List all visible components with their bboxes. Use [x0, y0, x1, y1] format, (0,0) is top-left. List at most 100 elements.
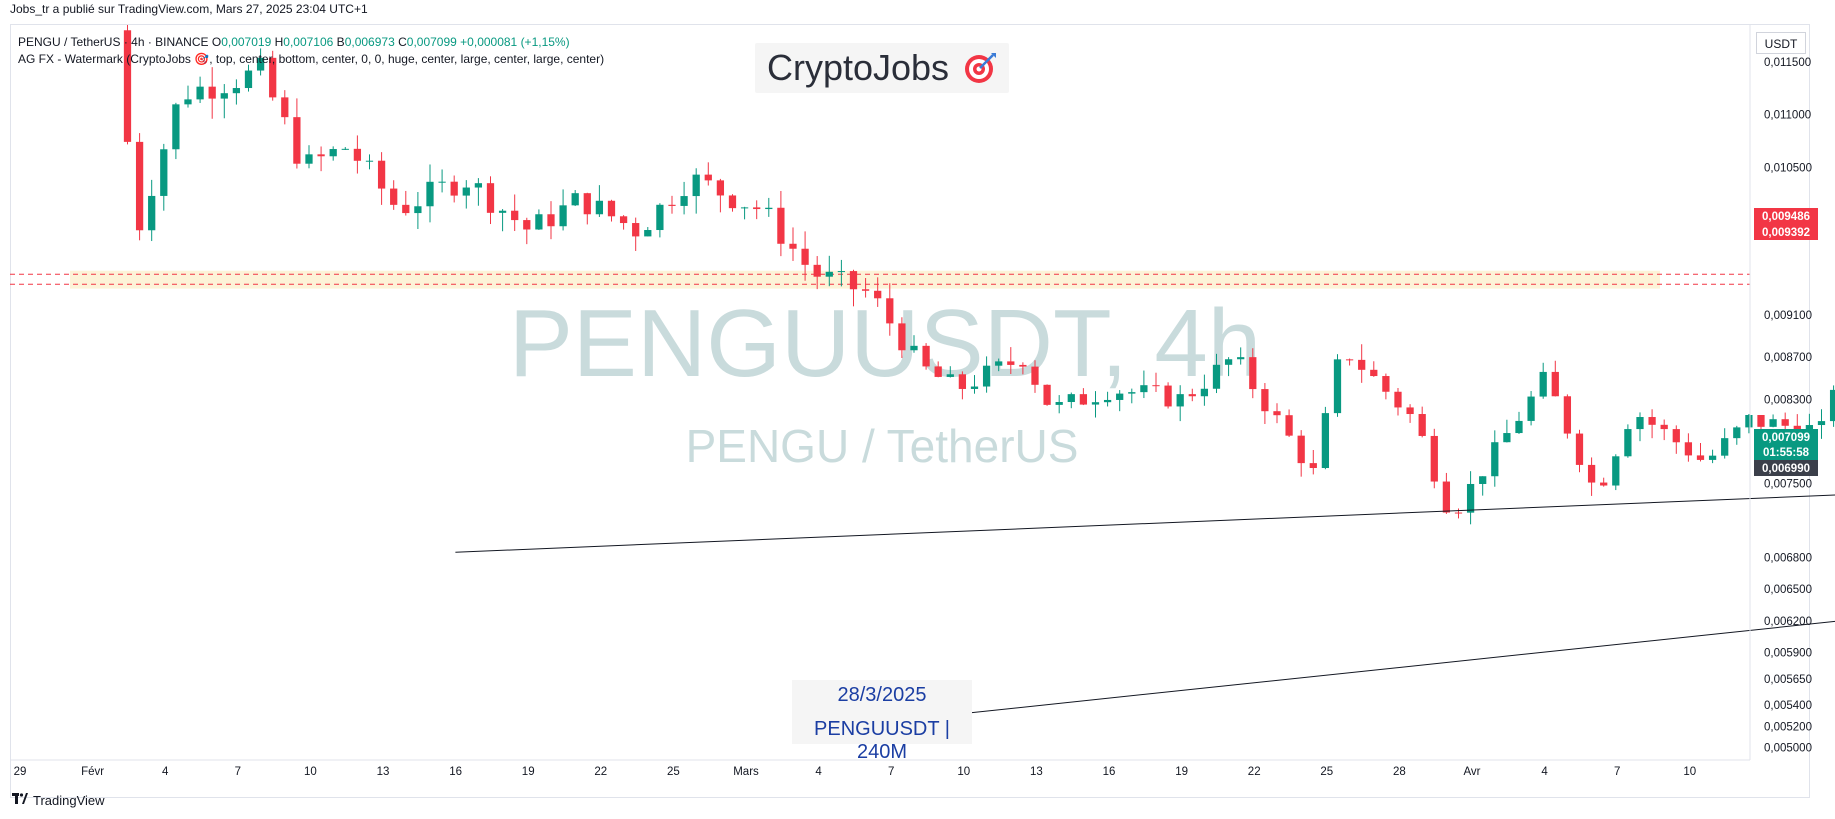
close-value: 0,007099	[406, 35, 457, 49]
open-value: 0,007019	[221, 35, 272, 49]
candle-body	[1757, 414, 1765, 427]
candle-body	[1491, 442, 1499, 477]
candle-body	[547, 214, 555, 227]
candle-body	[898, 323, 906, 351]
price-tick-label: 0,011500	[1764, 57, 1811, 69]
candle-body	[1551, 371, 1559, 397]
price-tick-label: 0,008700	[1764, 352, 1812, 364]
tradingview-logo[interactable]: TradingView	[12, 793, 105, 808]
candle-body	[1164, 385, 1172, 407]
candle-body	[559, 205, 567, 227]
candle-body	[1055, 402, 1063, 405]
low-value: 0,006973	[344, 35, 395, 49]
price-label-tag	[1754, 460, 1818, 476]
price-label-text: 0,009392	[1762, 227, 1810, 239]
candle-body	[1394, 391, 1402, 408]
candle-body	[910, 345, 918, 351]
chart-frame[interactable]	[10, 24, 1810, 798]
candle-body	[172, 104, 180, 150]
candle-body	[1781, 419, 1789, 426]
candle-body	[1829, 389, 1835, 422]
candle-body	[1382, 376, 1390, 392]
candle-body	[825, 271, 833, 277]
candle-body	[1612, 456, 1620, 486]
time-tick-label: 10	[1683, 766, 1696, 778]
candle-body	[281, 97, 289, 118]
candle-body	[801, 248, 809, 265]
candle-body	[1430, 435, 1438, 482]
time-tick-label: 19	[522, 766, 535, 778]
time-tick-label: Avr	[1463, 766, 1480, 778]
candle-body	[462, 187, 470, 196]
candle-body	[1116, 393, 1124, 400]
brand-name: CryptoJobs	[766, 47, 950, 88]
candle-body	[789, 243, 797, 249]
candle-body	[135, 141, 144, 231]
price-label-text: 0,009486	[1762, 211, 1810, 223]
trendline[interactable]	[455, 470, 1835, 553]
trendline[interactable]	[832, 543, 1835, 728]
price-tick-label: 0,008300	[1764, 394, 1812, 406]
candle-body	[619, 216, 628, 224]
candle-body	[1128, 392, 1136, 394]
candle-body	[934, 366, 942, 377]
price-tick-label: 0,009100	[1764, 310, 1812, 322]
candle-body	[1636, 417, 1644, 430]
candle-body	[1769, 419, 1777, 427]
candle-body	[498, 210, 507, 213]
publish-header: Jobs_tr a publié sur TradingView.com, Ma…	[10, 2, 368, 16]
candle-body	[753, 207, 761, 210]
time-tick-label: 13	[1030, 766, 1043, 778]
candle-body	[1224, 359, 1233, 365]
candle-body	[474, 183, 483, 188]
candle-body	[1696, 455, 1705, 460]
tradingview-label: TradingView	[33, 793, 105, 808]
price-tick-label: 0,006800	[1764, 553, 1812, 565]
brand-watermark: CryptoJobs	[755, 43, 1009, 93]
candle-body	[1587, 464, 1596, 483]
time-tick-label: 29	[14, 766, 27, 778]
price-label-tag	[1754, 208, 1818, 224]
currency-selector[interactable]: USDT	[1756, 32, 1806, 54]
candle-body	[765, 207, 773, 210]
candle-body	[716, 180, 725, 196]
candle-body	[341, 148, 349, 150]
price-tick-label: 0,005200	[1764, 721, 1812, 733]
candle-body	[1418, 414, 1426, 436]
candle-body	[1103, 399, 1112, 403]
candle-body	[1261, 389, 1269, 412]
time-tick-label: 28	[1393, 766, 1406, 778]
high-value: 0,007106	[283, 35, 334, 49]
candle-body	[995, 361, 1003, 366]
candle-body	[232, 88, 241, 94]
candle-body	[256, 57, 265, 71]
indicator-legend[interactable]: AG FX - Watermark (CryptoJobs 🎯, top, ce…	[18, 52, 605, 66]
candle-body	[244, 70, 253, 89]
candle-body	[1539, 371, 1547, 397]
symbol-legend[interactable]: PENGU / TetherUS · 4h · BINANCE O0,00701…	[18, 35, 570, 49]
change-value: +0,000081 (+1,15%)	[460, 35, 570, 49]
candle-body	[777, 207, 785, 244]
price-label-text: 0,006990	[1762, 463, 1810, 475]
candle-body	[1648, 417, 1656, 425]
candle-body	[438, 181, 446, 183]
price-tick-label: 0,005650	[1764, 674, 1812, 686]
candle-body	[1721, 438, 1729, 456]
time-tick-label: Mars	[733, 766, 759, 778]
candle-body	[1321, 413, 1330, 469]
candle-body	[1733, 427, 1741, 439]
price-tick-label: 0,010500	[1764, 162, 1812, 174]
candle-body	[1624, 429, 1632, 457]
candle-body	[1152, 385, 1160, 387]
candle-body	[160, 149, 168, 196]
candle-body	[365, 160, 374, 162]
candle-body	[511, 210, 519, 221]
candle-body	[886, 298, 894, 324]
price-tick-label: 0,006200	[1764, 616, 1812, 628]
candle-body	[740, 207, 749, 209]
candle-body	[704, 174, 712, 181]
candle-body	[1019, 364, 1027, 367]
time-tick-label: 25	[667, 766, 680, 778]
candle-body	[849, 271, 858, 290]
